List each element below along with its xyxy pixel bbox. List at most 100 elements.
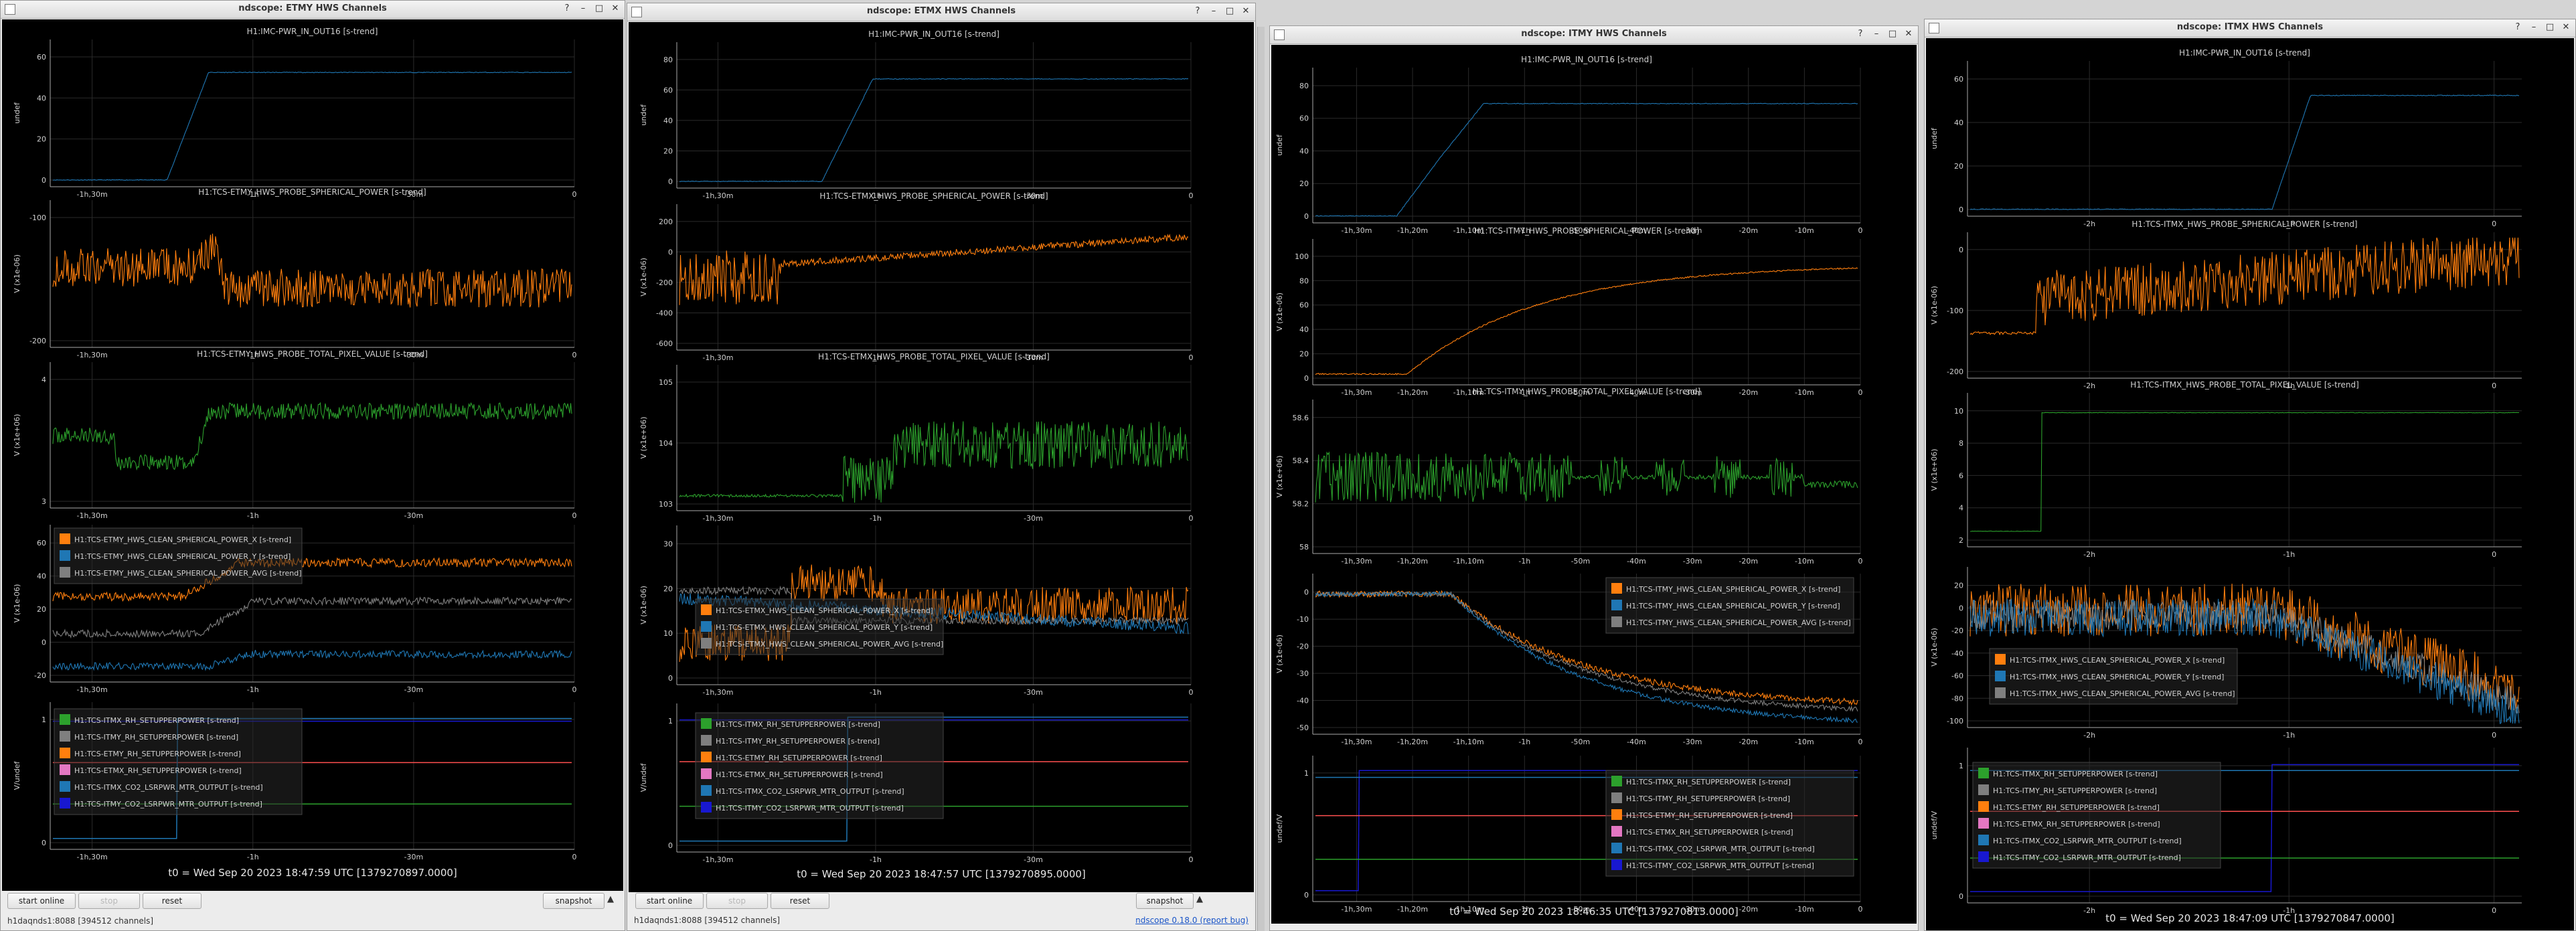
plot-panel[interactable]: 0 10 20 30 -1h,30m -1h -30m 0 V (x1e-06) H1:TCS-E… <box>639 525 1194 697</box>
legend-box <box>695 598 944 655</box>
plot-title: H1:TCS-ITMY_HWS_PROBE_TOTAL_PIXEL_VALUE … <box>1473 387 1701 396</box>
series-line <box>679 78 1189 183</box>
plot-panel[interactable]: H1:IMC-PWR_IN_OUT16 [s-trend] 0 20 40 60 80 -1… <box>1275 55 1863 235</box>
plot-panel[interactable]: H1:IMC-PWR_IN_OUT16 [s-trend] 0 20 40 60 -2h -… <box>1930 48 2522 228</box>
window-title: ndscope: ETMY HWS Channels <box>238 3 387 13</box>
plot-panel[interactable]: H1:TCS-ITMX_HWS_PROBE_SPHERICAL_POWER [s… <box>1930 220 2522 390</box>
expand-arrow-icon[interactable]: ▲ <box>607 894 614 904</box>
stop-button[interactable]: stop <box>706 893 768 909</box>
minimize-icon[interactable]: – <box>1211 6 1216 16</box>
window-titlebar[interactable]: ndscope: ITMY HWS Channels ? – □ ✕ <box>1270 26 1918 44</box>
x-tick-label: -40m <box>1627 557 1646 566</box>
plot-panel[interactable]: H1:TCS-ITMX_HWS_PROBE_TOTAL_PIXEL_VALUE … <box>1930 380 2522 559</box>
minimize-icon[interactable]: – <box>1874 29 1879 39</box>
plot-title: H1:IMC-PWR_IN_OUT16 [s-trend] <box>1521 55 1652 64</box>
legend-swatch <box>1995 671 2006 681</box>
close-icon[interactable]: ✕ <box>2562 22 2570 32</box>
minimize-icon[interactable]: – <box>580 3 586 13</box>
window-titlebar[interactable]: ndscope: ITMX HWS Channels ? – □ ✕ <box>1925 19 2575 37</box>
version-link[interactable]: ndscope 0.18.0 (report bug) <box>1135 916 1249 925</box>
plot-panel[interactable]: 0 1 -1h,30m -1h,20m -1h,10m -1h -50m -40m -30m -2… <box>1275 756 1863 914</box>
maximize-icon[interactable]: □ <box>2545 22 2555 32</box>
expand-arrow-icon[interactable]: ▲ <box>1196 894 1203 904</box>
plot-panel[interactable]: H1:IMC-PWR_IN_OUT16 [s-trend] 0 20 40 60 80 -1… <box>639 29 1194 200</box>
ndscope-window-itmx[interactable]: ndscope: ITMX HWS Channels ? – □ ✕ H1:IMC-P… <box>1924 19 2576 931</box>
plot-canvas[interactable]: H1:IMC-PWR_IN_OUT16 [s-trend] 0 20 40 60 80 -1… <box>1271 45 1917 924</box>
y-tick-label: 20 <box>663 147 673 155</box>
desktop-scrollbar[interactable] <box>1257 27 1265 931</box>
y-tick-label: -80 <box>1951 694 1963 703</box>
plot-panel[interactable]: -100 -80 -60 -40 -20 0 20 -2h -1h 0 V (x1e-06) H1:T… <box>1930 567 2522 740</box>
plot-panel[interactable]: H1:IMC-PWR_IN_OUT16 [s-trend] 0 20 40 60 -1h,… <box>13 27 577 199</box>
y-tick-label: 0 <box>1959 604 1963 612</box>
y-axis-label: V (x1e+06) <box>13 414 21 456</box>
y-tick-label: 58 <box>1299 543 1309 552</box>
plot-canvas[interactable]: H1:IMC-PWR_IN_OUT16 [s-trend] 0 20 40 60 -1h,… <box>2 19 623 891</box>
series-line <box>1970 764 2519 892</box>
help-icon[interactable]: ? <box>564 3 570 13</box>
legend-swatch <box>60 731 70 742</box>
help-icon[interactable]: ? <box>2515 22 2520 32</box>
ndscope-window-etmy[interactable]: ndscope: ETMY HWS Channels ? – □ ✕ H1:IMC-P… <box>0 0 625 931</box>
y-tick-label: -100 <box>1947 717 1963 726</box>
series-line <box>1969 94 2520 210</box>
x-tick-label: -1h,10m <box>1453 557 1484 566</box>
legend-swatch <box>701 752 712 762</box>
plot-panel[interactable]: H1:TCS-ETMX_HWS_PROBE_TOTAL_PIXEL_VALUE … <box>639 352 1194 523</box>
x-tick-label: -2h <box>2083 550 2095 559</box>
plot-panel[interactable]: H1:TCS-ITMY_HWS_PROBE_TOTAL_PIXEL_VALUE … <box>1275 387 1863 566</box>
close-icon[interactable]: ✕ <box>1242 6 1250 16</box>
legend-item: H1:TCS-ITMX_HWS_CLEAN_SPHERICAL_POWER_Y … <box>2010 673 2224 681</box>
minimize-icon[interactable]: – <box>2531 22 2537 32</box>
snapshot-button[interactable]: snapshot <box>1136 893 1194 909</box>
plot-panel[interactable]: 0 1 -1h,30m -1h -30m 0 V/undef H1:TCS-ITMX_RH_S… <box>13 702 577 861</box>
help-icon[interactable]: ? <box>1195 6 1200 16</box>
y-tick-label: 60 <box>1954 75 1963 84</box>
plot-panel[interactable]: 0 1 -1h,30m -1h -30m 0 V/undef H1:TCS-ITMX_RH_S… <box>639 703 1194 864</box>
plot-canvas[interactable]: H1:IMC-PWR_IN_OUT16 [s-trend] 0 20 40 60 -2h -… <box>1926 38 2574 930</box>
x-tick-label: -1h,20m <box>1397 557 1428 566</box>
plot-panel[interactable]: H1:TCS-ITMY_HWS_PROBE_SPHERICAL_POWER [s… <box>1275 226 1863 397</box>
plot-area[interactable]: H1:IMC-PWR_IN_OUT16 [s-trend] 0 20 40 60 80 -1… <box>1271 45 1918 924</box>
x-tick-label: 0 <box>1858 738 1863 746</box>
control-bar: start online stop reset snapshot ▲ <box>627 892 1255 909</box>
legend-swatch <box>1611 859 1622 870</box>
y-tick-label: 80 <box>1299 276 1309 285</box>
x-tick-label: 0 <box>2492 220 2496 228</box>
legend-item: H1:TCS-ITMX_RH_SETUPPERPOWER [s-trend] <box>1993 770 2158 778</box>
reset-button[interactable]: reset <box>143 893 202 909</box>
plot-panel[interactable]: H1:TCS-ETMY_HWS_PROBE_SPHERICAL_POWER [s… <box>13 187 577 359</box>
window-titlebar[interactable]: ndscope: ETMY HWS Channels ? – □ ✕ <box>1 1 625 19</box>
y-tick-label: 1 <box>668 717 673 726</box>
plot-panel[interactable]: H1:TCS-ETMX_HWS_PROBE_SPHERICAL_POWER [s… <box>639 191 1194 362</box>
legend-item: H1:TCS-ETMY_HWS_CLEAN_SPHERICAL_POWER_Y … <box>74 552 291 561</box>
maximize-icon[interactable]: □ <box>1225 6 1234 16</box>
plot-area[interactable]: H1:IMC-PWR_IN_OUT16 [s-trend] 0 20 40 60 80 -1… <box>629 22 1255 892</box>
plot-panel[interactable]: H1:TCS-ETMY_HWS_PROBE_TOTAL_PIXEL_VALUE … <box>13 349 577 520</box>
ndscope-window-etmx[interactable]: ndscope: ETMX HWS Channels ? – □ ✕ H1:IMC-P… <box>627 3 1256 931</box>
legend-item: H1:TCS-ETMY_RH_SETUPPERPOWER [s-trend] <box>1993 803 2160 812</box>
legend-item: H1:TCS-ETMX_HWS_CLEAN_SPHERICAL_POWER_X … <box>716 606 933 615</box>
ndscope-window-itmy[interactable]: ndscope: ITMY HWS Channels ? – □ ✕ H1:IMC-P… <box>1269 25 1919 931</box>
plot-panel[interactable]: 0 1 -2h -1h 0 undef/V H1:TCS-ITMX_RH_SETUPPERP… <box>1930 748 2522 915</box>
start-online-button[interactable]: start online <box>635 893 704 909</box>
plot-canvas[interactable]: H1:IMC-PWR_IN_OUT16 [s-trend] 0 20 40 60 80 -1… <box>629 22 1254 892</box>
plot-panel[interactable]: -50 -40 -30 -20 -10 0 -1h,30m -1h,20m -1h,10m -1h… <box>1275 574 1863 746</box>
maximize-icon[interactable]: □ <box>1888 29 1897 39</box>
start-online-button[interactable]: start online <box>7 893 76 909</box>
window-titlebar[interactable]: ndscope: ETMX HWS Channels ? – □ ✕ <box>627 3 1255 21</box>
legend-item: H1:TCS-ITMX_HWS_CLEAN_SPHERICAL_POWER_AV… <box>2010 689 2235 698</box>
y-axis-label: V (x1e-06) <box>1275 634 1284 673</box>
close-icon[interactable]: ✕ <box>1905 29 1913 39</box>
help-icon[interactable]: ? <box>1858 29 1863 39</box>
close-icon[interactable]: ✕ <box>611 3 619 13</box>
plot-panel[interactable]: -20 0 20 40 60 -1h,30m -1h -30m 0 V (x1e-06) H1:TC… <box>13 525 577 694</box>
reset-button[interactable]: reset <box>771 893 829 909</box>
maximize-icon[interactable]: □ <box>594 3 604 13</box>
legend-swatch <box>60 550 70 561</box>
snapshot-button[interactable]: snapshot <box>543 893 605 909</box>
plot-area[interactable]: H1:IMC-PWR_IN_OUT16 [s-trend]0204060-1h,… <box>2 19 625 891</box>
y-tick-label: 0 <box>668 177 673 186</box>
stop-button[interactable]: stop <box>78 893 140 909</box>
